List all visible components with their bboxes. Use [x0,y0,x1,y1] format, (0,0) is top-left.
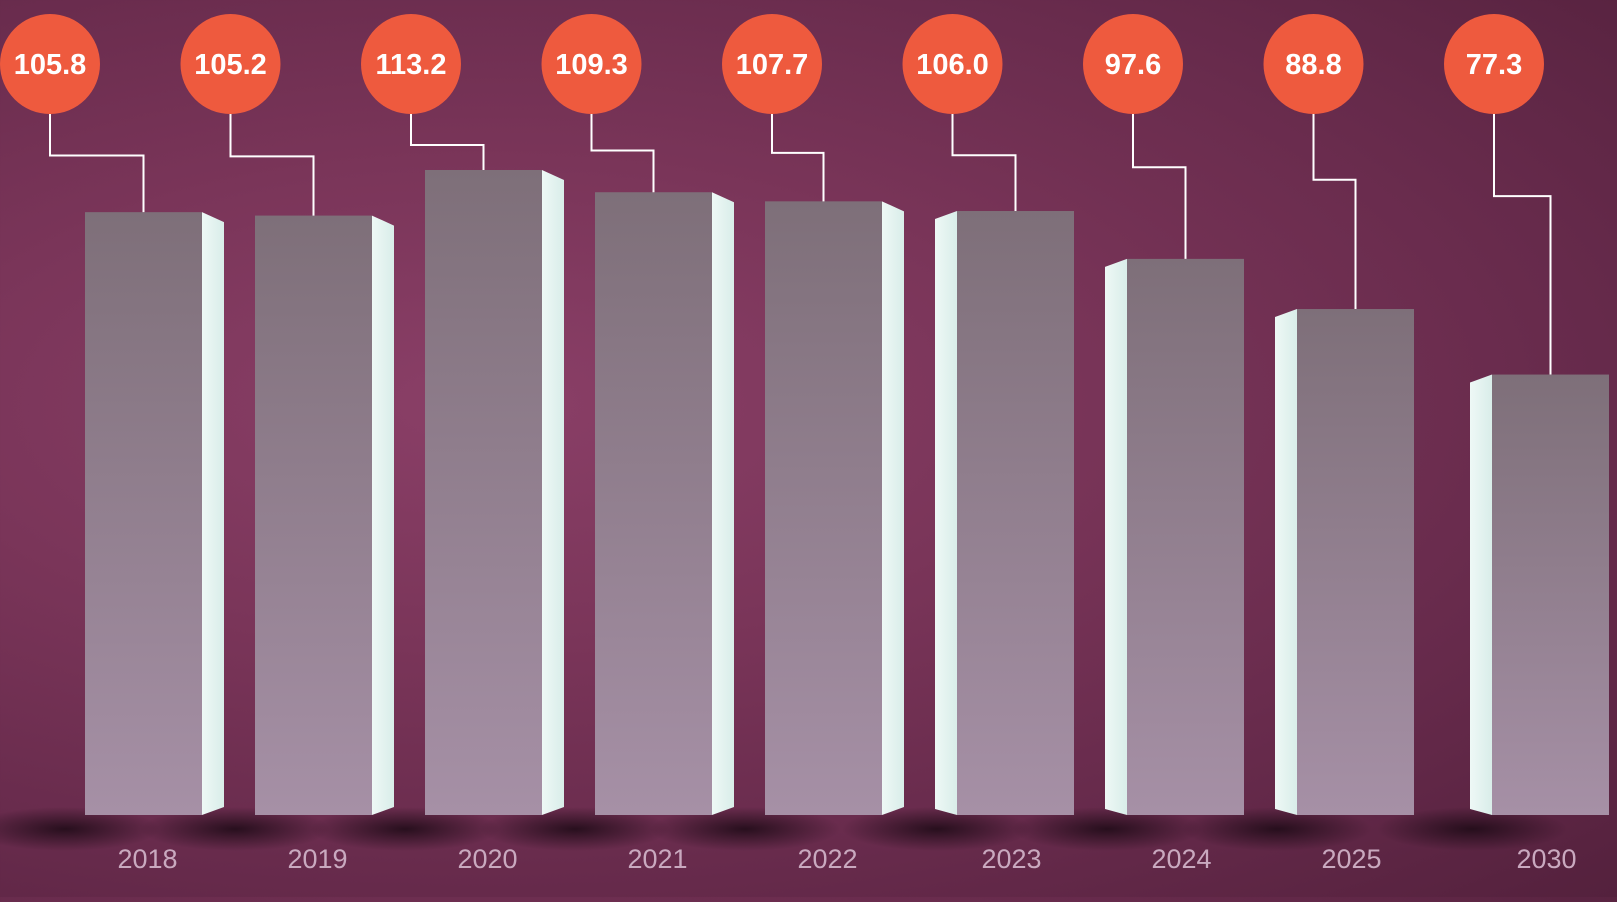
bar-side-face [372,215,394,816]
bar [595,192,712,815]
x-tick-label: 2019 [287,844,347,874]
value-label: 105.8 [14,49,87,81]
x-tick-label: 2018 [117,844,177,874]
value-leader-line [771,114,825,202]
value-label: 113.2 [376,49,447,81]
bar-shadow [480,807,670,851]
bar-shadow [1182,807,1372,851]
value-leader-line [410,114,485,170]
x-tick-label: 2020 [457,844,517,874]
value-label: 77.3 [1466,49,1522,81]
bar [957,211,1074,816]
value-badge [361,14,461,114]
bar-side-face [882,201,904,816]
value-label: 88.8 [1285,49,1341,81]
bar-side-face [935,211,957,816]
bar [425,170,542,815]
value-leader-line [951,114,1017,212]
value-badge [0,14,100,114]
bar-shadow [650,807,840,851]
bar-side-face [542,170,564,815]
bar-shadow [842,807,1032,851]
bar-side-face [712,192,734,815]
value-leader-line [1132,114,1187,259]
bar-side-face [1275,309,1297,815]
bar [765,201,882,816]
bar [255,215,372,816]
value-badge [722,14,822,114]
value-leader-line [590,114,655,193]
value-badge [1444,14,1544,114]
value-label: 107.7 [736,49,809,81]
x-tick-label: 2024 [1151,844,1211,874]
value-leader-line [49,114,145,213]
bar [1297,309,1414,815]
bar-side-face [1470,374,1492,815]
bar-side-face [202,212,224,815]
x-tick-label: 2022 [797,844,857,874]
bar-shadow [140,807,330,851]
bar-shadow [1377,807,1567,851]
value-leader-line [1493,114,1552,375]
bar-shadow [310,807,500,851]
value-badge [1083,14,1183,114]
value-leader-line [1312,114,1357,310]
value-label: 109.3 [555,49,628,81]
bar-shadow [1012,807,1202,851]
value-label: 97.6 [1105,49,1161,81]
bar [1127,258,1244,815]
x-tick-label: 2021 [627,844,687,874]
x-tick-label: 2025 [1321,844,1381,874]
bar-shadow [0,807,160,851]
value-badge [541,14,642,114]
value-badge [902,14,1003,114]
x-tick-label: 2023 [981,844,1041,874]
x-tick-label: 2030 [1516,844,1576,874]
value-label: 105.2 [194,49,267,81]
bar-side-face [1105,258,1127,815]
bar [85,212,202,815]
value-badge [1263,14,1364,114]
value-label: 106.0 [916,49,989,81]
value-badge [180,14,281,114]
value-leader-line [229,114,315,216]
bar [1492,374,1609,815]
